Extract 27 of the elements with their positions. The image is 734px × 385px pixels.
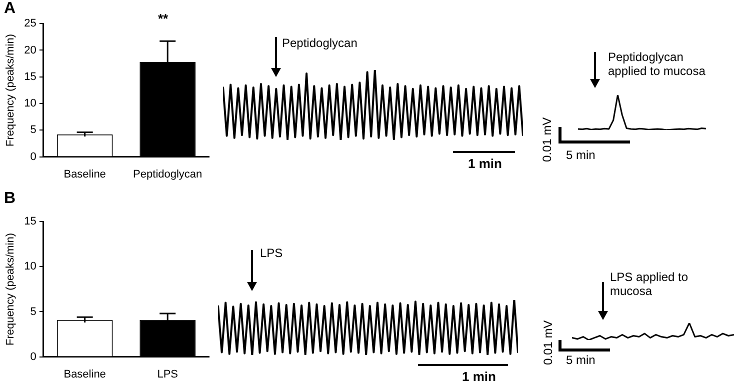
text: 5 min [566,148,596,162]
y-tick-label: 25 [24,18,36,30]
text: 1 min [468,156,503,171]
y-tick-label: 5 [30,306,36,318]
y-tick-label: 0 [30,150,36,163]
text: LPS [260,246,284,260]
x-tick-label: Baseline [64,168,106,180]
text: Peptidoglycan applied to mucosa [608,50,706,78]
y-axis-title: Frequency (peaks/min) [4,34,17,146]
y-tick-label: 10 [24,260,36,273]
y-tick-label: 0 [30,350,36,363]
annotation: ** [158,11,170,26]
text: 5 min [566,353,596,367]
chart-title: A [4,0,16,18]
y-tick-label: 15 [24,216,36,228]
y-tick-label: 15 [24,70,36,83]
text: 0.01 mV [541,320,555,365]
text: 1 min [462,369,497,384]
y-axis-title: Frequency (peaks/min) [4,232,17,346]
x-tick-label: Baseline [64,368,106,380]
text: LPS applied to mucosa [610,270,690,298]
y-tick-label: 10 [24,98,36,110]
chart-title: B [4,190,16,208]
text: Peptidoglycan [282,36,358,50]
y-tick-label: 20 [24,44,36,56]
y-tick-label: 5 [30,124,36,136]
text: 0.01 mV [540,117,554,162]
